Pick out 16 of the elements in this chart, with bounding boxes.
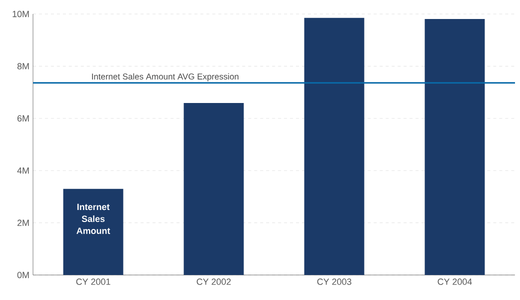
y-tick-label: 0M (17, 272, 29, 278)
y-tick-label: 6M (17, 115, 29, 122)
y-tick-label: 4M (17, 168, 29, 174)
x-tick-label: CY 2002 (196, 278, 231, 285)
series-label: Internet Sales Amount (76, 204, 110, 234)
bar (424, 18, 485, 275)
x-tick-label: CY 2001 (76, 278, 110, 285)
y-tick-label: 8M (17, 63, 29, 70)
bar (184, 103, 244, 275)
x-tick-label: CY 2003 (317, 278, 352, 285)
x-tick-label: CY 2004 (438, 278, 472, 285)
ref-line-label: Internet Sales Amount AVG Expression (92, 73, 238, 82)
bar (304, 18, 364, 275)
y-tick-label: 10M (12, 10, 29, 18)
y-tick-label: 2M (17, 220, 29, 226)
bar (63, 188, 124, 275)
